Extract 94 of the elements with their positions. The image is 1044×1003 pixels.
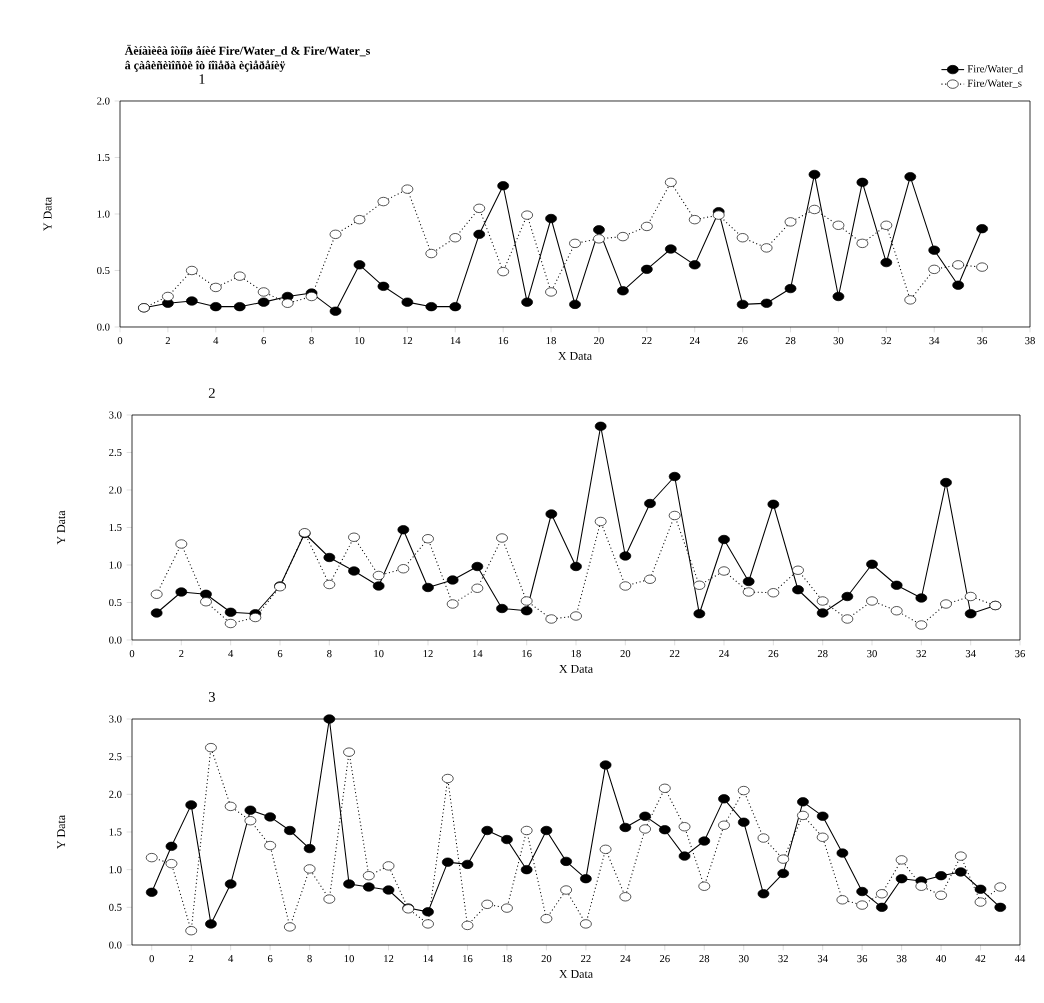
y-tick-label: 3.0 — [109, 411, 122, 419]
y-tick-label: 0.0 — [109, 941, 122, 949]
x-tick-label: 32 — [916, 650, 927, 658]
x-tick-label: 34 — [929, 337, 940, 345]
x-tick-label: 34 — [965, 650, 976, 658]
x-tick-label: 26 — [768, 650, 779, 658]
y-axis-title: Y Data — [57, 510, 66, 545]
chart-title: 3 — [208, 692, 215, 702]
x-tick-label: 40 — [935, 955, 946, 963]
x-tick-label: 26 — [659, 955, 670, 963]
x-tick-label: 6 — [261, 337, 267, 345]
x-tick-label: 8 — [309, 337, 314, 345]
x-tick-label: 10 — [344, 955, 354, 963]
y-tick-label: 2.5 — [109, 448, 122, 457]
x-tick-label: 22 — [641, 337, 652, 345]
x-tick-label: 4 — [213, 337, 219, 345]
x-tick-label: 10 — [374, 650, 384, 658]
x-tick-label: 36 — [977, 337, 988, 345]
x-tick-label: 20 — [541, 955, 552, 963]
x-tick-label: 22 — [669, 650, 680, 658]
text: Äèíàìèêà îòíîø åíèé Fire/Water_d & Fire/Water_s — [124, 44, 371, 57]
x-tick-label: 0 — [117, 337, 123, 345]
x-tick-label: 32 — [778, 955, 788, 963]
y-tick-label: 2.0 — [97, 97, 110, 105]
y-axis-title: Y Data — [43, 197, 52, 231]
y-tick-label: 2.0 — [109, 486, 122, 494]
x-tick-label: 0 — [149, 955, 154, 963]
x-tick-label: 24 — [620, 955, 631, 963]
x-tick-label: 28 — [817, 650, 828, 658]
x-tick-label: 30 — [738, 955, 749, 963]
x-tick-label: 2 — [165, 337, 170, 345]
x-tick-label: 44 — [1014, 955, 1026, 963]
x-tick-label: 42 — [975, 955, 986, 963]
y-tick-label: 0.0 — [109, 636, 122, 644]
x-axis-title: X Data — [559, 664, 593, 673]
x-tick-label: 4 — [228, 650, 234, 658]
x-tick-label: 30 — [833, 337, 844, 345]
x-tick-label: 20 — [594, 337, 604, 345]
x-tick-label: 24 — [689, 337, 700, 345]
x-axis-title: X Data — [558, 352, 592, 360]
x-tick-label: 16 — [463, 955, 473, 963]
x-tick-label: 38 — [1025, 337, 1035, 345]
x-tick-label: 12 — [403, 337, 413, 345]
x-tick-label: 6 — [277, 650, 283, 658]
x-tick-label: 12 — [384, 955, 394, 963]
chart-title: 1 — [199, 74, 205, 84]
x-tick-label: 16 — [522, 650, 532, 658]
x-tick-label: 2 — [189, 955, 194, 963]
x-tick-label: 10 — [355, 337, 365, 345]
y-tick-label: 1.5 — [109, 523, 122, 532]
x-tick-label: 18 — [571, 650, 581, 658]
y-tick-label: 0.5 — [97, 266, 110, 275]
text: â çàâèñèìîñòè îò íîìåðà èçìåðåíèÿ — [125, 60, 286, 72]
y-axis-title: Y Data — [57, 815, 66, 849]
x-tick-label: 18 — [502, 955, 512, 963]
y-tick-label: 1.0 — [109, 561, 122, 569]
legend-label: Fire/Water_d — [967, 64, 1023, 74]
x-tick-label: 8 — [327, 650, 332, 658]
y-tick-label: 1.5 — [109, 828, 122, 836]
x-tick-label: 26 — [737, 337, 748, 345]
x-tick-label: 20 — [620, 650, 631, 658]
y-tick-label: 1.0 — [97, 210, 110, 218]
x-tick-label: 18 — [546, 337, 556, 345]
y-tick-label: 3.0 — [109, 715, 122, 723]
y-tick-label: 2.5 — [109, 753, 122, 761]
x-tick-label: 36 — [857, 955, 868, 963]
x-tick-label: 38 — [896, 955, 907, 963]
x-tick-label: 28 — [699, 955, 710, 963]
y-tick-label: 0.5 — [109, 903, 122, 911]
x-tick-label: 14 — [450, 337, 461, 345]
x-tick-label: 22 — [581, 955, 591, 963]
x-tick-label: 12 — [423, 650, 433, 658]
x-tick-label: 16 — [498, 337, 509, 345]
x-tick-label: 14 — [472, 650, 483, 658]
x-tick-label: 14 — [423, 955, 434, 963]
x-tick-label: 6 — [267, 955, 273, 963]
x-tick-label: 30 — [867, 650, 877, 658]
x-axis-title: X Data — [559, 970, 593, 978]
x-tick-label: 0 — [129, 650, 135, 658]
y-tick-label: 0.0 — [97, 323, 110, 331]
y-tick-label: 1.0 — [109, 866, 122, 874]
y-tick-label: 0.5 — [109, 598, 122, 607]
x-tick-label: 36 — [1015, 650, 1026, 658]
x-tick-label: 4 — [228, 955, 234, 963]
x-tick-label: 24 — [719, 650, 730, 658]
x-tick-label: 32 — [881, 337, 892, 345]
x-tick-label: 8 — [307, 955, 312, 963]
x-tick-label: 34 — [817, 955, 828, 963]
legend-label: Fire/Water_s — [967, 79, 1022, 89]
x-tick-label: 2 — [179, 650, 184, 658]
y-tick-label: 1.5 — [97, 153, 110, 162]
y-tick-label: 2.0 — [109, 790, 122, 798]
x-tick-label: 28 — [785, 337, 796, 345]
chart-title: 2 — [208, 388, 215, 398]
